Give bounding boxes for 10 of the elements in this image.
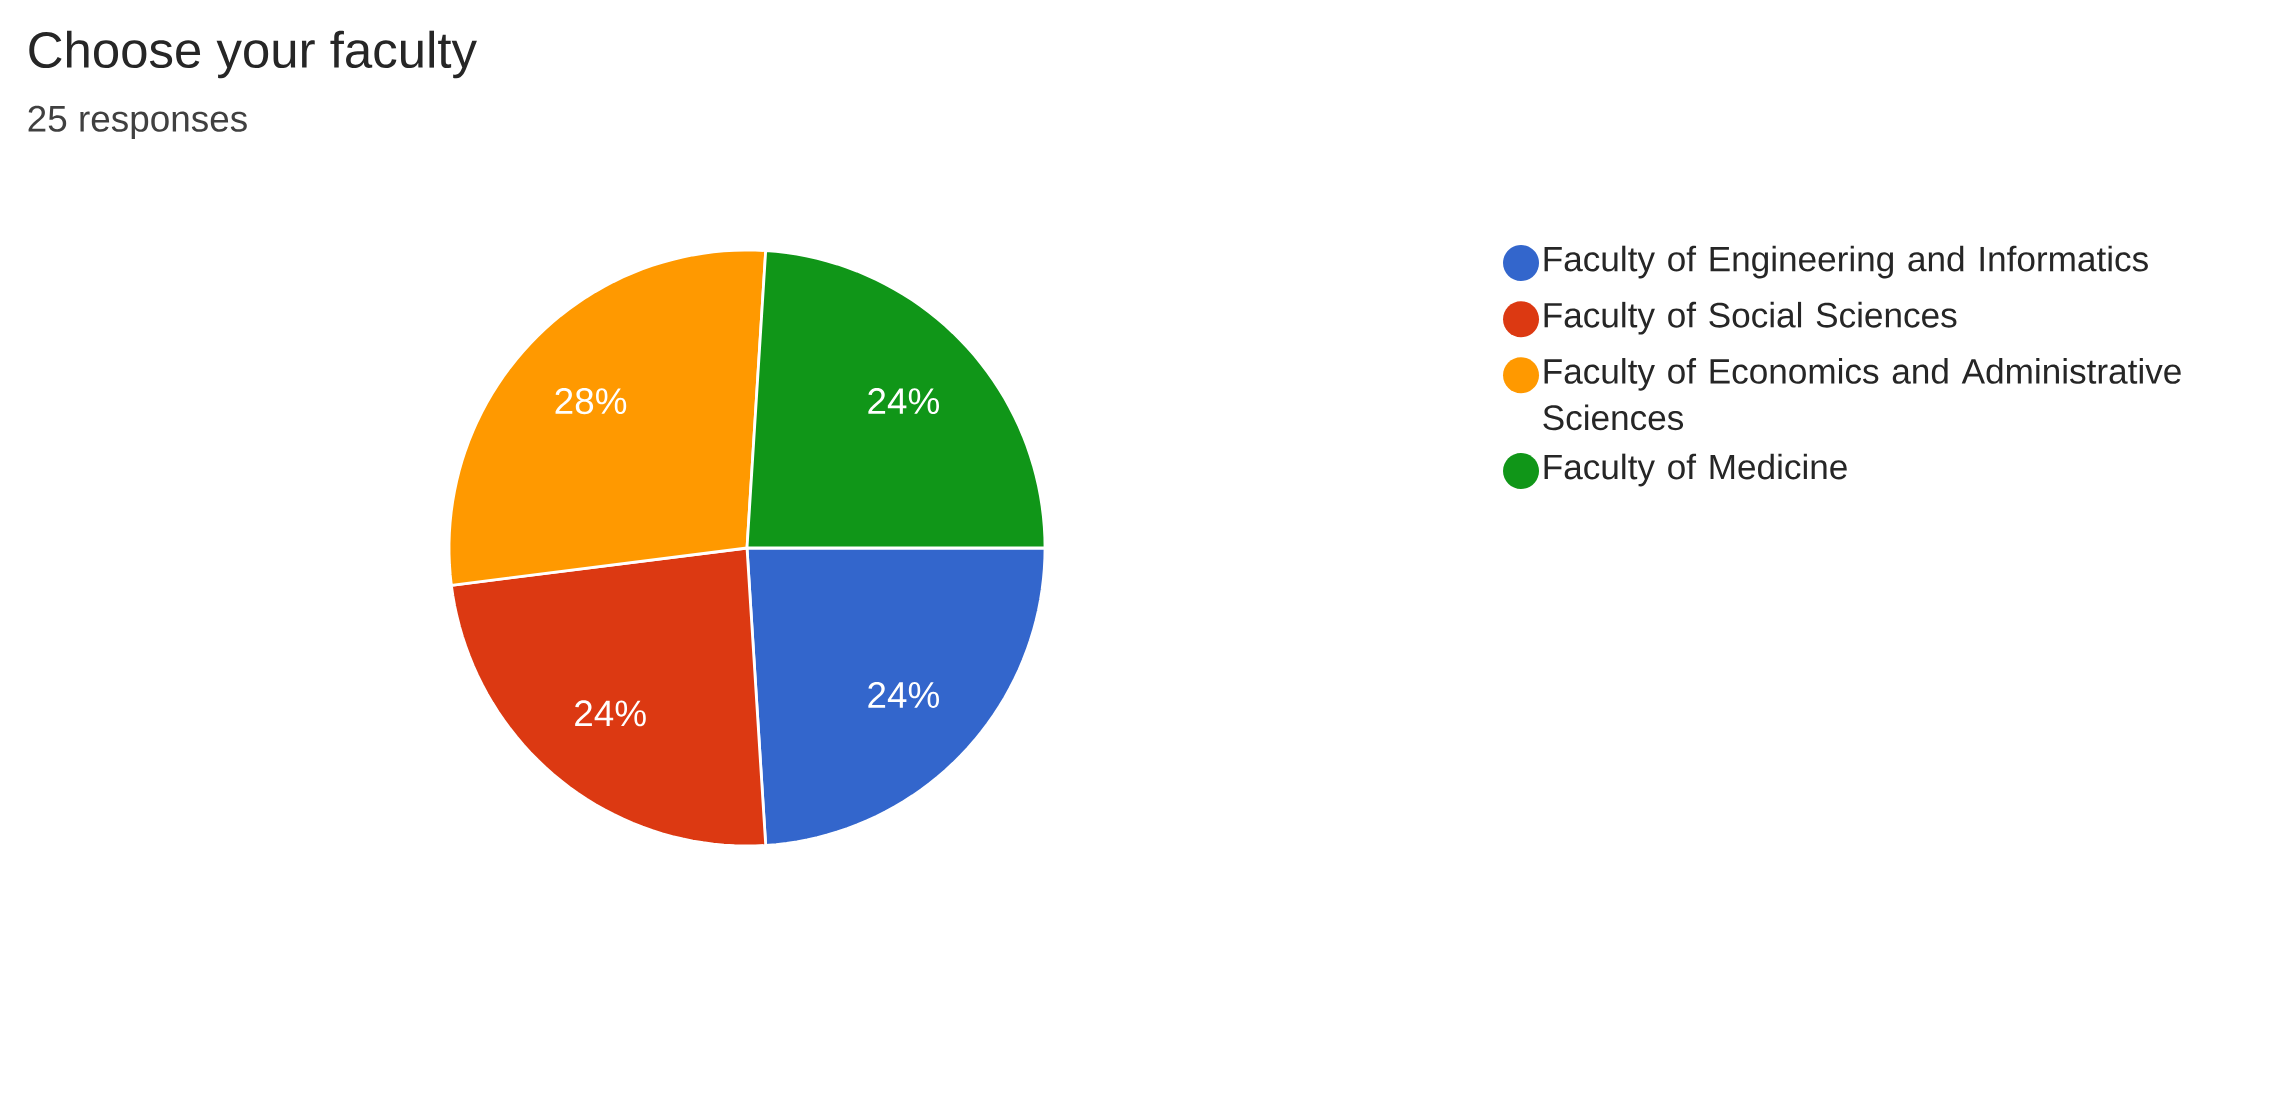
data-label: 28% — [555, 388, 627, 415]
chart-title: Choose your faculty — [29, 30, 477, 79]
data-label: 24% — [868, 681, 939, 708]
legend-label: Faculty of Social Sciences — [1544, 301, 1957, 335]
data-label: 24% — [575, 700, 646, 727]
text: 25 responses — [28, 105, 247, 140]
data-label: 24% — [868, 388, 939, 415]
legend-label: Faculty of Economics and Administrative Sciences — [1543, 358, 2181, 431]
legend-label: Faculty of Medicine — [1544, 453, 1847, 487]
legend-label: Faculty of Engineering and Informatics — [1544, 245, 2148, 279]
